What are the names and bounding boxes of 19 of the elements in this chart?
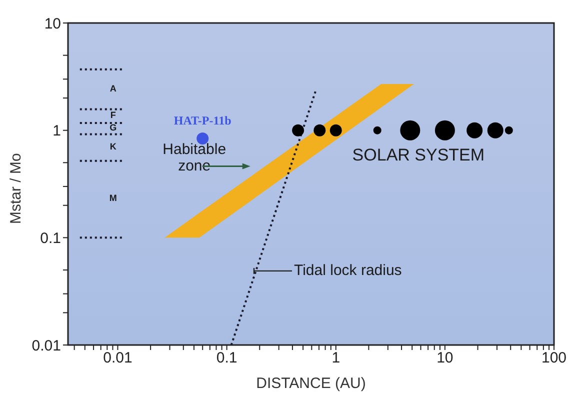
annotation: G (110, 122, 117, 133)
x-tick-label: 1 (332, 350, 340, 367)
y-tick-label: 10 (44, 15, 61, 32)
y-tick-label: 0.1 (40, 230, 61, 247)
y-axis-title: Mstar / Mo (7, 153, 24, 224)
annotation: K (110, 142, 117, 152)
x-tick-label: 0.01 (103, 350, 132, 367)
annotation: SOLAR SYSTEM (352, 146, 485, 166)
annotation: Tidal lock radius (294, 262, 402, 279)
series-label: HAT-P-11b (174, 113, 232, 128)
x-tick-label: 10 (436, 350, 454, 367)
x-tick-label: 100 (541, 350, 567, 367)
annotation: M (109, 194, 117, 204)
y-tick-label: 1 (52, 122, 61, 140)
x-tick-label: 0.1 (216, 350, 238, 367)
x-axis-title: DISTANCE (AU) (256, 375, 366, 392)
y-tick-label: 0.01 (32, 337, 61, 354)
annotation: F (110, 110, 116, 121)
annotation: A (110, 84, 117, 94)
